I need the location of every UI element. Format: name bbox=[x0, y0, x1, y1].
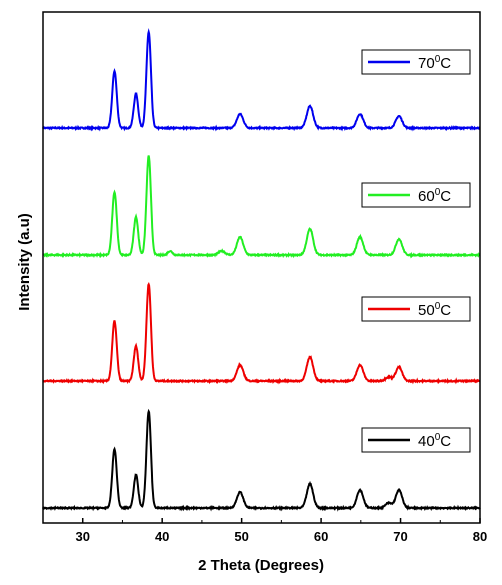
series-line-70C bbox=[42, 28, 481, 132]
legend-box-70C bbox=[361, 49, 471, 75]
x-tick-label: 40 bbox=[155, 529, 169, 544]
x-tick-label: 70 bbox=[393, 529, 407, 544]
legend-label-70C: 700C bbox=[418, 54, 451, 72]
x-tick-label: 50 bbox=[234, 529, 248, 544]
legend-label-60C: 600C bbox=[418, 187, 451, 205]
x-axis-ticks: 30 40 50 60 70 80 bbox=[42, 518, 487, 544]
plot-frame bbox=[42, 11, 481, 524]
y-axis-title: Intensity (a.u) bbox=[16, 213, 33, 311]
x-tick-label: 80 bbox=[473, 529, 487, 544]
x-axis-title: 2 Theta (Degrees) bbox=[198, 557, 324, 574]
legend-label-40C: 400C bbox=[418, 432, 451, 450]
x-tick-label: 30 bbox=[75, 529, 89, 544]
x-tick-label: 60 bbox=[314, 529, 328, 544]
legend-label-50C: 500C bbox=[418, 301, 451, 319]
series-line-40C bbox=[42, 408, 481, 512]
series-line-50C bbox=[42, 282, 480, 385]
series-layer bbox=[42, 28, 481, 512]
legend-layer: 700C 600C 500C 400C bbox=[361, 49, 471, 453]
series-line-60C bbox=[42, 155, 481, 259]
